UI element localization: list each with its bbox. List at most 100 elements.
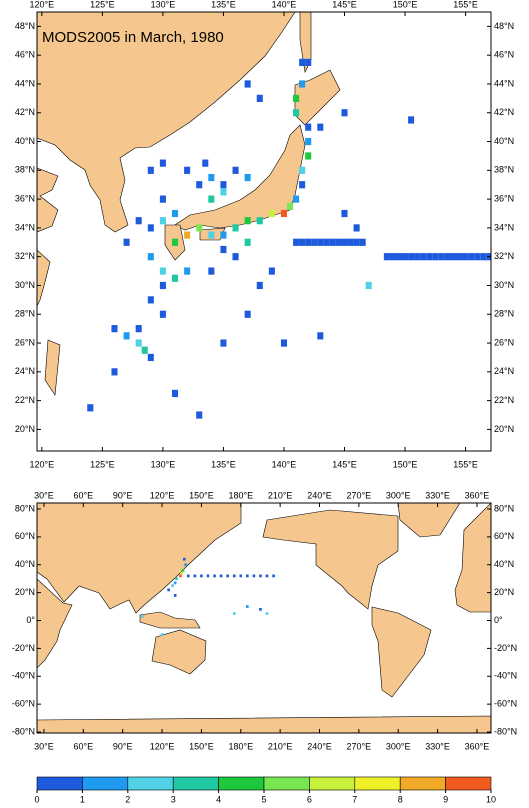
data-cell bbox=[135, 325, 142, 333]
x-tick-label: 140°E bbox=[272, 0, 297, 9]
y-tick-label: 80°N bbox=[494, 503, 514, 513]
data-cell bbox=[184, 166, 191, 174]
y-tick-label: 20°N bbox=[15, 424, 35, 434]
data-cell bbox=[196, 224, 203, 232]
map-frame bbox=[36, 502, 492, 734]
data-cell bbox=[220, 181, 227, 189]
map-frame bbox=[36, 11, 492, 452]
data-cell bbox=[365, 281, 372, 290]
y-tick-label: -60°N bbox=[494, 699, 517, 709]
y-tick-label: 44°N bbox=[494, 78, 514, 88]
x-tick-label: 300°E bbox=[386, 741, 411, 751]
y-tick-label: 30°N bbox=[15, 280, 35, 290]
data-cell bbox=[111, 325, 118, 333]
x-tick-label: 150°E bbox=[393, 0, 418, 9]
data-cell bbox=[456, 253, 463, 261]
data-cell bbox=[147, 296, 154, 304]
y-tick-label: 22°N bbox=[15, 395, 35, 405]
data-cell bbox=[171, 238, 179, 246]
x-tick-label: 155°E bbox=[453, 459, 478, 469]
land bbox=[37, 715, 491, 733]
y-tick-label: 28°N bbox=[494, 309, 514, 319]
x-tick-label: 30°E bbox=[34, 741, 54, 751]
data-cells bbox=[87, 58, 491, 419]
data-cell bbox=[402, 253, 409, 261]
data-cell bbox=[173, 594, 177, 597]
data-cell bbox=[87, 404, 94, 412]
data-cell bbox=[389, 253, 396, 261]
land bbox=[37, 503, 242, 614]
land bbox=[37, 578, 73, 669]
data-cell bbox=[220, 245, 227, 254]
data-cell bbox=[293, 109, 300, 117]
data-cell bbox=[208, 173, 215, 182]
colorbar-tick-label: 3 bbox=[171, 794, 176, 804]
y-tick-label: 34°N bbox=[494, 222, 514, 232]
y-tick-label: 42°N bbox=[494, 107, 514, 117]
data-cell bbox=[220, 339, 227, 347]
land bbox=[397, 503, 461, 538]
data-cells bbox=[141, 557, 275, 636]
x-tick-label: 140°E bbox=[272, 459, 297, 469]
x-tick-label: 155°E bbox=[453, 0, 478, 9]
x-tick-label: 90°E bbox=[113, 741, 133, 751]
x-tick-label: 30°E bbox=[34, 490, 54, 500]
data-cell bbox=[305, 238, 312, 246]
colorbar-swatch bbox=[309, 776, 356, 791]
land bbox=[294, 69, 341, 126]
colorbar-tick-label: 7 bbox=[352, 794, 357, 804]
data-cell bbox=[208, 267, 215, 275]
data-cell bbox=[268, 267, 275, 275]
data-cell bbox=[244, 80, 251, 88]
data-cell bbox=[341, 238, 348, 246]
x-tick-label: 145°E bbox=[332, 459, 357, 469]
data-cell bbox=[171, 389, 179, 398]
data-cell bbox=[184, 267, 191, 275]
y-tick-label: -40°N bbox=[12, 671, 35, 681]
data-cell bbox=[265, 574, 269, 578]
data-cell bbox=[305, 137, 312, 146]
data-cell bbox=[123, 238, 130, 246]
data-cell bbox=[299, 166, 306, 174]
data-cell bbox=[259, 607, 262, 611]
y-tick-label: 24°N bbox=[15, 366, 35, 376]
data-cell bbox=[196, 411, 203, 419]
data-cell bbox=[305, 152, 312, 160]
colorbar-swatch bbox=[354, 776, 401, 791]
land bbox=[139, 611, 201, 629]
data-cell bbox=[147, 224, 154, 232]
data-cell bbox=[246, 574, 249, 578]
data-cell bbox=[353, 224, 360, 232]
data-cell bbox=[220, 231, 227, 239]
data-cell bbox=[317, 238, 324, 246]
colorbar-tick-label: 0 bbox=[34, 794, 39, 804]
data-cell bbox=[159, 195, 166, 203]
data-cell bbox=[202, 159, 209, 167]
x-tick-label: 240°E bbox=[307, 741, 332, 751]
data-cell bbox=[299, 80, 306, 88]
y-tick-label: 44°N bbox=[15, 78, 35, 88]
y-tick-label: 38°N bbox=[494, 165, 514, 175]
colorbar-tick-label: 10 bbox=[486, 794, 496, 804]
land bbox=[262, 509, 399, 610]
data-cell bbox=[438, 253, 445, 261]
y-tick-label: 36°N bbox=[494, 193, 514, 203]
data-cell bbox=[265, 612, 269, 615]
colorbar-swatch bbox=[445, 776, 492, 791]
data-cell bbox=[323, 238, 330, 246]
colorbar-swatch bbox=[82, 776, 129, 791]
x-tick-label: 125°E bbox=[90, 0, 115, 9]
y-tick-label: -20°N bbox=[494, 643, 517, 653]
data-cell bbox=[246, 605, 249, 608]
data-cell bbox=[179, 574, 182, 578]
x-tick-label: 180°E bbox=[228, 490, 253, 500]
x-tick-label: 150°E bbox=[189, 490, 214, 500]
y-tick-label: 40°N bbox=[15, 559, 35, 569]
x-tick-label: 240°E bbox=[307, 490, 332, 500]
data-cell bbox=[317, 123, 324, 131]
data-cell bbox=[280, 339, 288, 347]
y-tick-label: 80°N bbox=[15, 503, 35, 513]
x-tick-label: 150°E bbox=[189, 741, 214, 751]
data-cell bbox=[341, 109, 348, 117]
